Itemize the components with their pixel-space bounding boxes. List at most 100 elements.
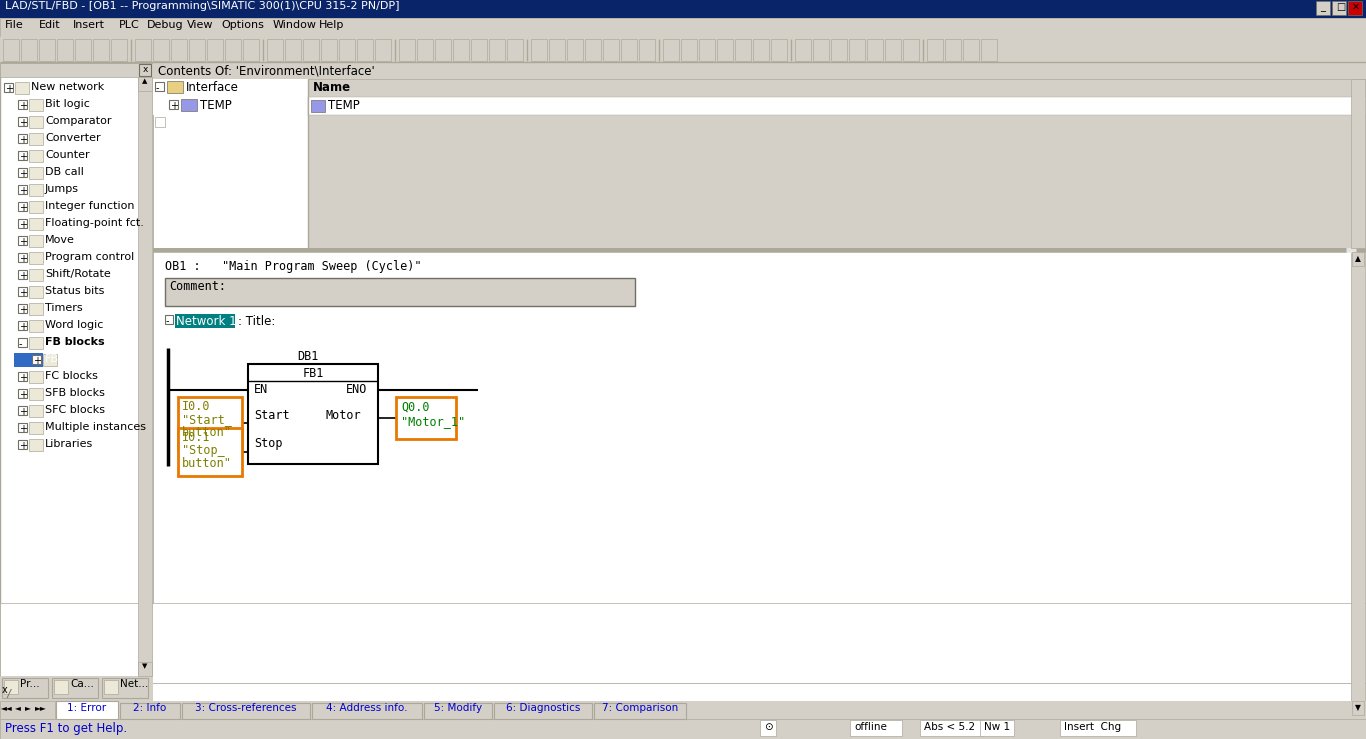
Bar [663,39,679,61]
Bar [850,720,902,736]
Text: "Stop_: "Stop_ [182,444,225,457]
Text: FB1: FB1 [45,354,66,364]
Bar [1351,79,1365,248]
Text: Shift/Rotate: Shift/Rotate [45,269,111,279]
Bar [266,39,283,61]
Text: x: x [1,685,8,695]
Bar [979,720,1014,736]
Bar [1352,701,1365,715]
Bar [311,703,422,719]
Text: +: + [19,407,27,417]
Text: SFB blocks: SFB blocks [45,388,105,398]
Bar [759,720,776,736]
Bar [18,270,27,279]
Text: Comparator: Comparator [45,116,112,126]
Text: +: + [19,373,27,383]
Text: +: + [5,84,14,94]
Text: +: + [19,220,27,230]
Text: -: - [156,83,160,93]
Bar [18,253,27,262]
Text: Interface: Interface [186,81,239,94]
Bar [321,39,337,61]
Bar [138,662,152,676]
Text: -: - [167,316,169,326]
Bar [182,99,197,111]
Text: FC blocks: FC blocks [45,371,98,381]
Bar [307,97,1366,115]
Bar [4,83,14,92]
Text: LAD/STL/FBD - [OB1 -- Programming\SIMATIC 300(1)\CPU 315-2 PN/DP]: LAD/STL/FBD - [OB1 -- Programming\SIMATI… [5,1,399,11]
Bar [602,39,619,61]
Text: ►►: ►► [36,703,46,712]
Text: Jumps: Jumps [45,184,79,194]
Text: File: File [5,20,23,30]
Text: 3: Cross-references: 3: Cross-references [195,703,296,713]
Bar [208,39,223,61]
Bar [182,703,310,719]
Bar [376,39,391,61]
Bar [29,99,42,111]
Bar [549,39,566,61]
Bar [303,39,320,61]
Text: Comment:: Comment: [169,280,225,293]
Bar [243,39,260,61]
Text: Counter: Counter [45,150,90,160]
Bar [120,703,180,719]
Bar [102,678,148,698]
Text: +: + [19,152,27,162]
Bar [1332,1,1346,15]
Bar [18,321,27,330]
Bar [0,37,1366,63]
Text: +: + [19,390,27,400]
Text: Start: Start [254,409,290,422]
Bar [928,39,943,61]
Text: Converter: Converter [45,133,101,143]
Bar [175,314,235,328]
Bar [850,39,865,61]
Text: Press F1 to get Help.: Press F1 to get Help. [5,722,127,735]
Bar [139,64,152,76]
Text: : Title:: : Title: [238,315,276,328]
Text: Floating-point fct.: Floating-point fct. [45,218,143,228]
Text: button": button" [182,426,232,439]
Bar [29,286,42,298]
Bar [18,423,27,432]
Bar [18,117,27,126]
Text: OB1 :   "Main Program Sweep (Cycle)": OB1 : "Main Program Sweep (Cycle)" [165,260,422,273]
Bar [682,39,697,61]
Bar [189,39,205,61]
Bar [153,63,1366,79]
Text: ▲: ▲ [142,78,148,84]
Bar [40,39,55,61]
Text: ▼: ▼ [1355,703,1361,712]
Bar [153,63,1366,248]
Text: Abs < 5.2: Abs < 5.2 [923,722,975,732]
Text: Net...: Net... [120,679,149,689]
Bar [29,218,42,230]
Bar [3,39,19,61]
Text: Name: Name [313,81,351,94]
Bar [52,678,98,698]
Text: 1: Error: 1: Error [67,703,107,713]
Bar [0,701,1366,719]
Text: New network: New network [31,82,104,92]
Text: +: + [19,101,27,111]
Text: ◄: ◄ [15,703,20,712]
Bar [0,0,1366,18]
Text: +: + [19,288,27,298]
Text: Motor: Motor [326,409,362,422]
Text: +: + [19,203,27,213]
Bar [423,703,492,719]
Bar [0,719,1366,739]
Bar [831,39,847,61]
Bar [18,185,27,194]
Text: TEMP: TEMP [328,99,359,112]
Bar [153,79,307,97]
Text: +: + [19,322,27,332]
Text: +: + [19,271,27,281]
Text: Stop: Stop [254,437,283,450]
Bar [0,18,1366,37]
Text: DB1: DB1 [298,350,318,363]
Bar [18,372,27,381]
Text: ▲: ▲ [1355,254,1361,263]
